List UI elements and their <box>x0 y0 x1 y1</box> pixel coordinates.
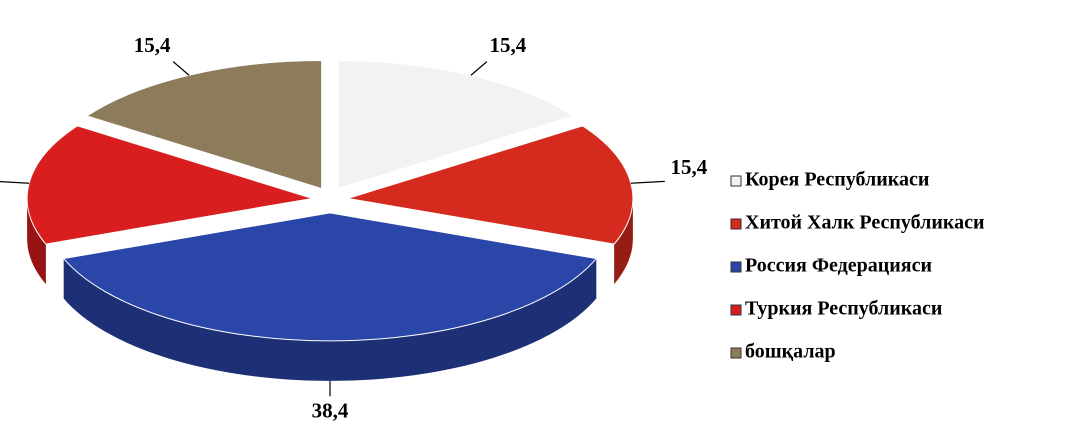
legend-swatch <box>730 304 742 316</box>
leader-line <box>470 61 488 76</box>
data-label: 15,4 <box>490 33 527 57</box>
slice-side-shade <box>63 258 597 381</box>
legend-label: Корея Республикаси <box>745 169 929 191</box>
slice-side-shade <box>614 198 633 285</box>
slice-top <box>62 212 598 342</box>
legend-label: Хитой Халк Республикаси <box>745 212 985 234</box>
data-label: 15,4 <box>670 155 707 179</box>
leader-line <box>0 181 30 184</box>
slice-side <box>27 198 46 285</box>
legend-swatch <box>730 218 742 230</box>
leader-line <box>630 180 665 184</box>
slice <box>26 125 313 285</box>
slice-top <box>26 125 313 245</box>
legend-swatch <box>730 261 742 273</box>
legend-swatch <box>730 175 742 187</box>
slice-side-shade <box>27 198 46 285</box>
legend-swatch <box>730 347 742 359</box>
legend-label: бошқалар <box>745 341 836 363</box>
legend-label: Туркия Республикаси <box>745 298 942 320</box>
slice <box>62 212 598 381</box>
data-label: 15,4 <box>134 33 171 57</box>
leader-line <box>172 61 190 76</box>
data-label: 38,4 <box>312 399 349 423</box>
slice <box>347 125 634 285</box>
slice-side <box>63 258 597 381</box>
legend-label: Россия Федерацияси <box>745 255 932 277</box>
slice-side <box>614 198 633 285</box>
